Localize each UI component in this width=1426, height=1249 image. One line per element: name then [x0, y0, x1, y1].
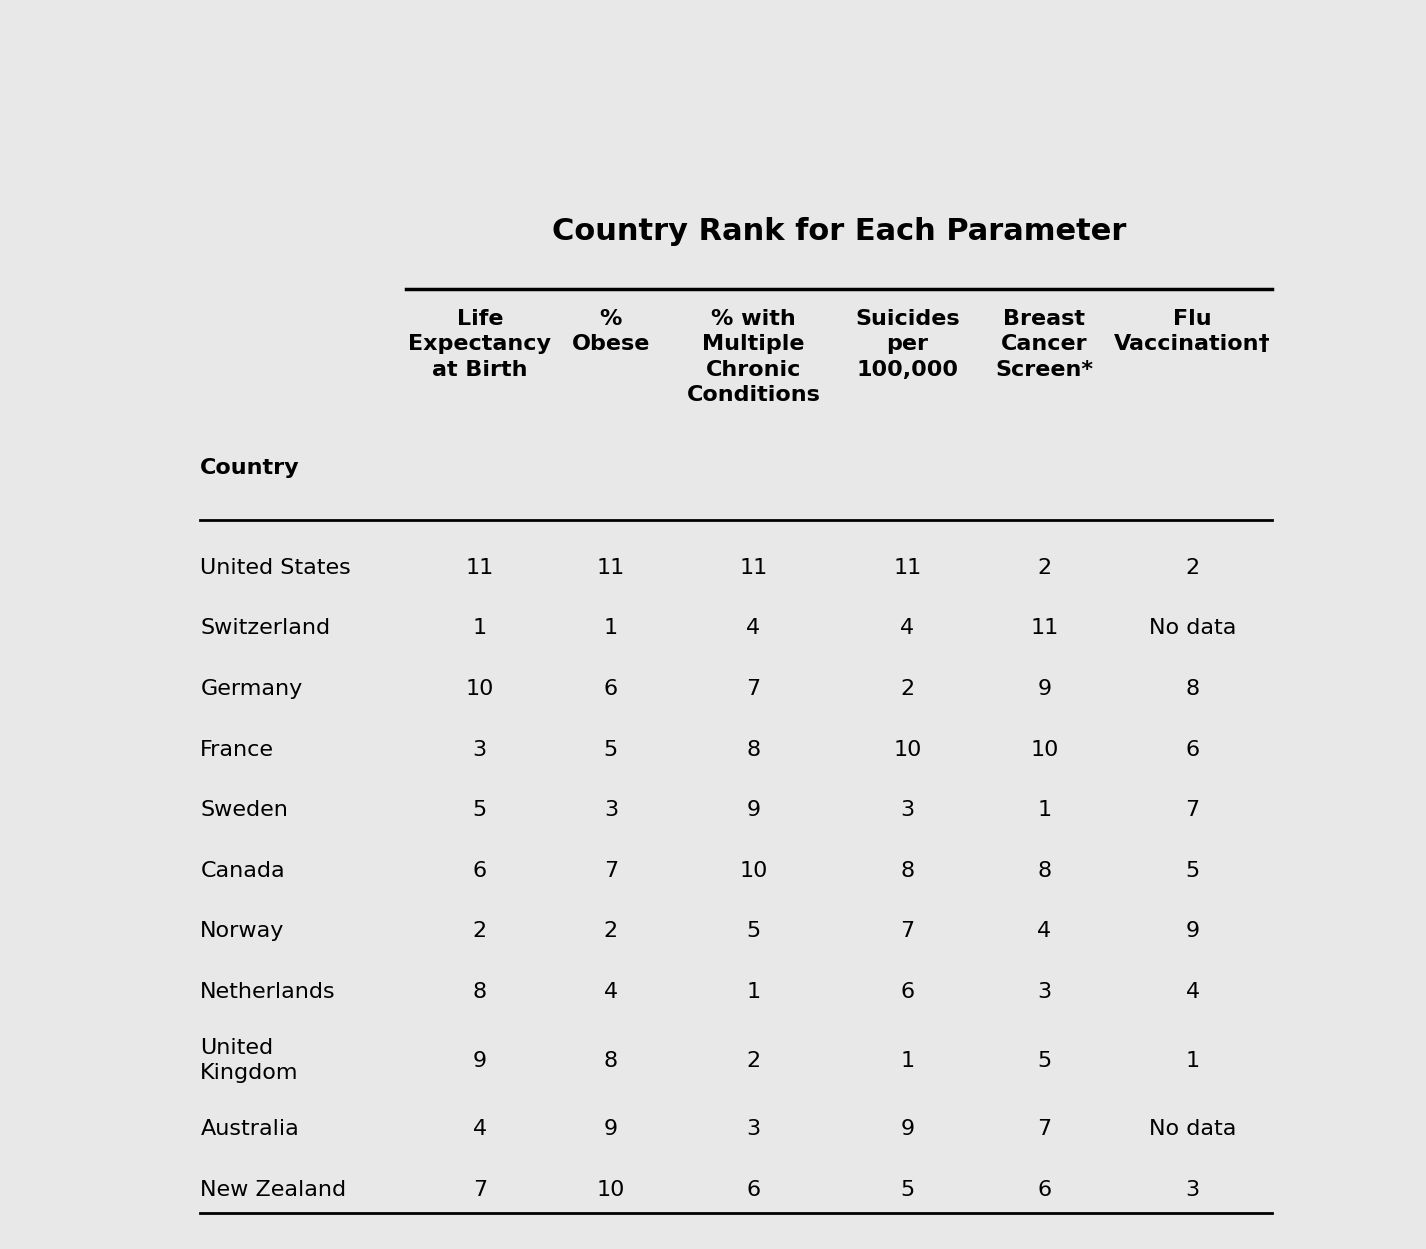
Text: Norway: Norway — [200, 922, 285, 942]
Text: 2: 2 — [1037, 558, 1051, 578]
Text: 10: 10 — [596, 1180, 625, 1200]
Text: 2: 2 — [472, 922, 486, 942]
Text: 11: 11 — [893, 558, 921, 578]
Text: 4: 4 — [1037, 922, 1051, 942]
Text: 9: 9 — [746, 801, 760, 821]
Text: 3: 3 — [1037, 982, 1051, 1002]
Text: 5: 5 — [603, 739, 617, 759]
Text: %
Obese: % Obese — [572, 309, 650, 355]
Text: 1: 1 — [900, 1050, 914, 1070]
Text: 6: 6 — [900, 982, 914, 1002]
Text: No data: No data — [1149, 618, 1236, 638]
Text: 7: 7 — [900, 922, 914, 942]
Text: 3: 3 — [746, 1119, 760, 1139]
Text: United
Kingdom: United Kingdom — [200, 1038, 299, 1083]
Text: 4: 4 — [900, 618, 914, 638]
Text: France: France — [200, 739, 274, 759]
Text: 1: 1 — [603, 618, 617, 638]
Text: 2: 2 — [900, 679, 914, 699]
Text: 9: 9 — [1185, 922, 1199, 942]
Text: 8: 8 — [900, 861, 914, 881]
Text: No data: No data — [1149, 1119, 1236, 1139]
Text: 10: 10 — [893, 739, 921, 759]
Text: Switzerland: Switzerland — [200, 618, 331, 638]
Text: 8: 8 — [1185, 679, 1199, 699]
Text: 6: 6 — [1037, 1180, 1051, 1200]
Text: Country Rank for Each Parameter: Country Rank for Each Parameter — [552, 217, 1127, 246]
Text: 1: 1 — [746, 982, 760, 1002]
Text: 4: 4 — [472, 1119, 486, 1139]
Text: Germany: Germany — [200, 679, 302, 699]
Text: 8: 8 — [472, 982, 486, 1002]
Text: 8: 8 — [603, 1050, 617, 1070]
Text: 9: 9 — [472, 1050, 486, 1070]
Text: 7: 7 — [1185, 801, 1199, 821]
Text: 2: 2 — [746, 1050, 760, 1070]
Text: 4: 4 — [746, 618, 760, 638]
Text: 3: 3 — [472, 739, 486, 759]
Text: 4: 4 — [1185, 982, 1199, 1002]
Text: 7: 7 — [603, 861, 617, 881]
Text: 10: 10 — [1030, 739, 1058, 759]
Text: 11: 11 — [739, 558, 767, 578]
Text: 7: 7 — [472, 1180, 486, 1200]
Text: Suicides
per
100,000: Suicides per 100,000 — [856, 309, 960, 380]
Text: 6: 6 — [1185, 739, 1199, 759]
Text: 9: 9 — [603, 1119, 617, 1139]
Text: 3: 3 — [603, 801, 617, 821]
Text: 5: 5 — [746, 922, 760, 942]
Text: 2: 2 — [1185, 558, 1199, 578]
Text: 1: 1 — [1185, 1050, 1199, 1070]
Text: Canada: Canada — [200, 861, 285, 881]
Text: 11: 11 — [1030, 618, 1058, 638]
Text: 4: 4 — [603, 982, 617, 1002]
Text: % with
Multiple
Chronic
Conditions: % with Multiple Chronic Conditions — [686, 309, 820, 406]
Text: 5: 5 — [900, 1180, 914, 1200]
Text: Country: Country — [200, 457, 299, 477]
Text: 7: 7 — [746, 679, 760, 699]
Text: Netherlands: Netherlands — [200, 982, 337, 1002]
Text: 11: 11 — [596, 558, 625, 578]
Text: 10: 10 — [465, 679, 493, 699]
Text: United States: United States — [200, 558, 351, 578]
Text: 8: 8 — [1037, 861, 1051, 881]
Text: 2: 2 — [603, 922, 617, 942]
Text: 3: 3 — [1185, 1180, 1199, 1200]
Text: 1: 1 — [1037, 801, 1051, 821]
Text: Life
Expectancy
at Birth: Life Expectancy at Birth — [408, 309, 552, 380]
Text: 6: 6 — [746, 1180, 760, 1200]
Text: Flu
Vaccination†: Flu Vaccination† — [1114, 309, 1271, 355]
Text: 7: 7 — [1037, 1119, 1051, 1139]
Text: Breast
Cancer
Screen*: Breast Cancer Screen* — [995, 309, 1094, 380]
Text: 5: 5 — [1185, 861, 1199, 881]
Text: New Zealand: New Zealand — [200, 1180, 347, 1200]
Text: 10: 10 — [739, 861, 767, 881]
Text: Australia: Australia — [200, 1119, 299, 1139]
Text: Sweden: Sweden — [200, 801, 288, 821]
Text: 1: 1 — [472, 618, 486, 638]
Text: 9: 9 — [900, 1119, 914, 1139]
Text: 6: 6 — [603, 679, 617, 699]
Text: 8: 8 — [746, 739, 760, 759]
Text: 9: 9 — [1037, 679, 1051, 699]
Text: 3: 3 — [900, 801, 914, 821]
Text: 11: 11 — [466, 558, 493, 578]
Text: 5: 5 — [472, 801, 486, 821]
Text: 6: 6 — [472, 861, 486, 881]
Text: 5: 5 — [1037, 1050, 1051, 1070]
